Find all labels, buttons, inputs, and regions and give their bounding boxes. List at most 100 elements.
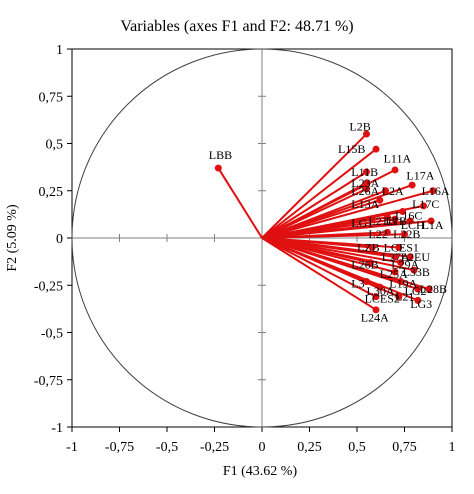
x-tick-label: 0 xyxy=(259,440,266,455)
point-label-l21b: L21B xyxy=(368,214,395,228)
point-label-l11a: L11A xyxy=(384,152,412,166)
y-tick-label: 0,5 xyxy=(46,138,64,153)
vector-lces1 xyxy=(261,237,399,249)
point-label-l25a: L25A xyxy=(380,267,408,281)
point-label-l30a: L30A xyxy=(367,284,395,298)
point-label-l2b: L2B xyxy=(349,119,370,133)
point-l21 xyxy=(395,293,403,301)
point-label-l11b: L11B xyxy=(351,165,378,179)
point-l17c xyxy=(420,202,427,210)
point-label-l1a: L1A xyxy=(422,218,444,232)
x-tick-label: -0,5 xyxy=(156,440,178,455)
vector-l2b xyxy=(261,133,368,239)
point-label-l1b: L1B xyxy=(386,214,407,228)
point-label-l22b: L22B xyxy=(393,227,420,241)
point-label-lg1: LG1 xyxy=(351,216,373,230)
vector-l16a xyxy=(261,189,434,239)
y-tick-label: 1 xyxy=(56,43,63,58)
point-l1b xyxy=(391,215,399,223)
point-l22b xyxy=(401,230,408,238)
point-lces2 xyxy=(372,293,380,301)
x-tick-label: 0,5 xyxy=(348,440,366,455)
point-l29a xyxy=(397,259,405,267)
point-l15b xyxy=(372,145,380,153)
point-label-l13a: L13A xyxy=(351,197,379,211)
point-label-l2eu: L2EU xyxy=(401,250,431,264)
point-label-l16a: L16A xyxy=(422,184,450,198)
vector-l15b xyxy=(261,148,377,239)
point-label-l3: L3 xyxy=(351,276,364,290)
y-tick-label: -0,5 xyxy=(41,327,63,342)
x-tick-label: 0,25 xyxy=(297,440,322,455)
point-label-l21: L21 xyxy=(395,290,414,304)
point-label-lbb: LBB xyxy=(209,148,232,162)
point-label-lg2: LG2 xyxy=(405,284,427,298)
point-label-l19a: L19A xyxy=(389,276,417,290)
point-lg3 xyxy=(414,296,422,304)
point-label-l26a: L26A xyxy=(351,184,379,198)
x-tick-label: -0,25 xyxy=(200,440,229,455)
point-l17a xyxy=(408,181,416,189)
correlation-circle xyxy=(71,48,453,428)
point-label-l17a: L17A xyxy=(406,169,434,183)
vector-l1a xyxy=(261,219,432,239)
y-tick-label: -1 xyxy=(51,421,63,436)
point-l2eu xyxy=(406,253,414,261)
vector-lg2 xyxy=(261,237,419,290)
vector-l22b xyxy=(261,233,405,239)
point-label-lch: LCH xyxy=(401,218,425,232)
point-label-lzb: LZB xyxy=(357,240,380,254)
point-label-lces1: LCES1 xyxy=(384,240,419,254)
point-l2b xyxy=(363,130,370,138)
vector-l2a xyxy=(261,189,386,239)
vector-lg3 xyxy=(261,237,419,302)
point-label-l29a: L29A xyxy=(391,257,419,271)
y-axis-label: F2 (5.09 %) xyxy=(5,204,20,272)
y-tick-label: 0,25 xyxy=(39,185,64,200)
y-tick-label: -0,25 xyxy=(34,279,63,294)
point-l23a xyxy=(363,179,370,187)
point-label-l22: L22 xyxy=(368,227,387,241)
point-l26a xyxy=(363,185,370,193)
y-tick-label: 0,75 xyxy=(39,90,64,105)
x-tick-label: -0,75 xyxy=(105,440,134,455)
point-l25a xyxy=(391,268,399,276)
point-label-lg3: LG3 xyxy=(410,297,432,311)
point-l11a xyxy=(391,166,399,174)
point-label-lces2: LCES2 xyxy=(365,291,400,305)
vector-l2eu xyxy=(261,237,411,258)
point-l1a xyxy=(427,217,435,225)
point-label-l27a: L27A xyxy=(382,250,410,264)
y-tick-label: 0 xyxy=(56,232,63,247)
point-label-l33b: L33B xyxy=(403,265,430,279)
point-label-l2a: L2A xyxy=(382,184,404,198)
plot-area: -1 -0,75 -0,5 -0,25 0 0,25 0,5 0,75 1 1 0,75 0,5 0,2… xyxy=(34,43,456,455)
vector-l11b xyxy=(261,171,368,239)
point-lces1 xyxy=(395,243,403,251)
vector-l26a xyxy=(261,187,367,239)
point-l33b xyxy=(410,266,418,274)
point-label-l24a: L24A xyxy=(361,310,389,324)
point-lg2 xyxy=(414,285,422,293)
x-axis-label: F1 (43.62 %) xyxy=(223,464,298,479)
point-l16a xyxy=(429,187,437,195)
point-lbb xyxy=(214,164,222,172)
x-tick-label: 1 xyxy=(449,440,456,455)
vector-l13a xyxy=(261,199,381,239)
x-tick-label: 0,75 xyxy=(392,440,417,455)
vector-l33b xyxy=(261,237,415,272)
vector-lbb xyxy=(217,167,263,239)
x-tick-label: -1 xyxy=(66,440,78,455)
point-l11b xyxy=(363,168,370,176)
point-label-l26b: L26B xyxy=(351,257,378,271)
chart-title: Variables (axes F1 and F2: 48.71 %) xyxy=(120,18,353,35)
point-label-l17c: L17C xyxy=(412,197,439,211)
point-label-l15b: L15B xyxy=(338,142,365,156)
point-label-l16c: L16C xyxy=(395,208,422,222)
point-l16c xyxy=(399,208,407,216)
point-l2a xyxy=(382,187,389,195)
vector-l24a xyxy=(261,237,377,311)
point-l28b xyxy=(425,285,433,293)
point-l24a xyxy=(372,306,380,314)
